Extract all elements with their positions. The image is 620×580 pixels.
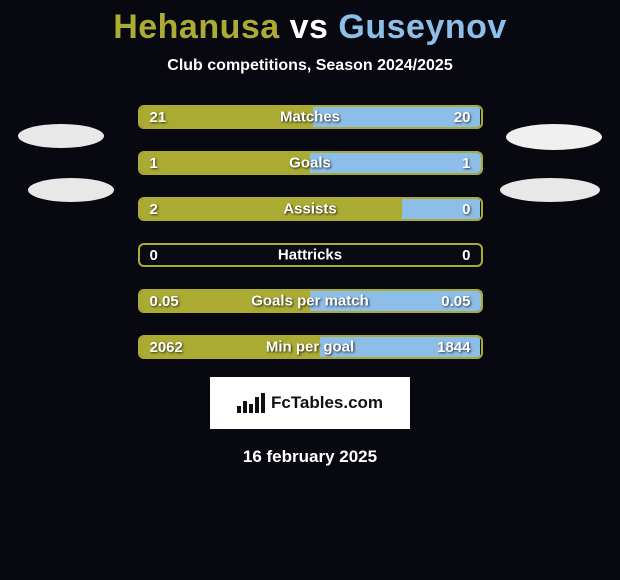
accent-ellipse-right-2: [500, 178, 600, 202]
fctables-logo: FcTables.com: [210, 377, 410, 429]
bar-left-segment: [140, 337, 321, 357]
bar-right-segment: [320, 337, 480, 357]
stat-bar: 00Hattricks: [138, 243, 483, 267]
bar-left-segment: [140, 107, 314, 127]
stat-bar: 11Goals: [138, 151, 483, 175]
bar-right-segment: [310, 291, 481, 311]
title-left: Hehanusa: [113, 8, 280, 46]
accent-ellipse-left-1: [18, 124, 104, 148]
bar-left-segment: [140, 153, 311, 173]
page-title: Hehanusa vs Guseynov: [113, 8, 507, 47]
bar-left-segment: [140, 291, 311, 311]
logo-chart-icon: [237, 393, 265, 413]
accent-ellipse-left-2: [28, 178, 114, 202]
bar-left-segment: [140, 199, 403, 219]
logo-text: FcTables.com: [271, 393, 383, 413]
bar-left-segment: [140, 245, 311, 265]
bar-right-segment: [402, 199, 480, 219]
bar-right-segment: [310, 245, 481, 265]
bar-right-segment: [310, 153, 481, 173]
title-right: Guseynov: [338, 8, 506, 46]
stat-bar: 2120Matches: [138, 105, 483, 129]
subtitle: Club competitions, Season 2024/2025: [167, 57, 452, 75]
accent-ellipse-right-1: [506, 124, 602, 150]
stat-bar: 20621844Min per goal: [138, 335, 483, 359]
title-vs: vs: [290, 8, 329, 46]
page-root: Hehanusa vs Guseynov Club competitions, …: [0, 0, 620, 580]
stat-bar: 0.050.05Goals per match: [138, 289, 483, 313]
stat-bar: 20Assists: [138, 197, 483, 221]
bar-right-segment: [313, 107, 480, 127]
date-text: 16 february 2025: [243, 447, 377, 467]
